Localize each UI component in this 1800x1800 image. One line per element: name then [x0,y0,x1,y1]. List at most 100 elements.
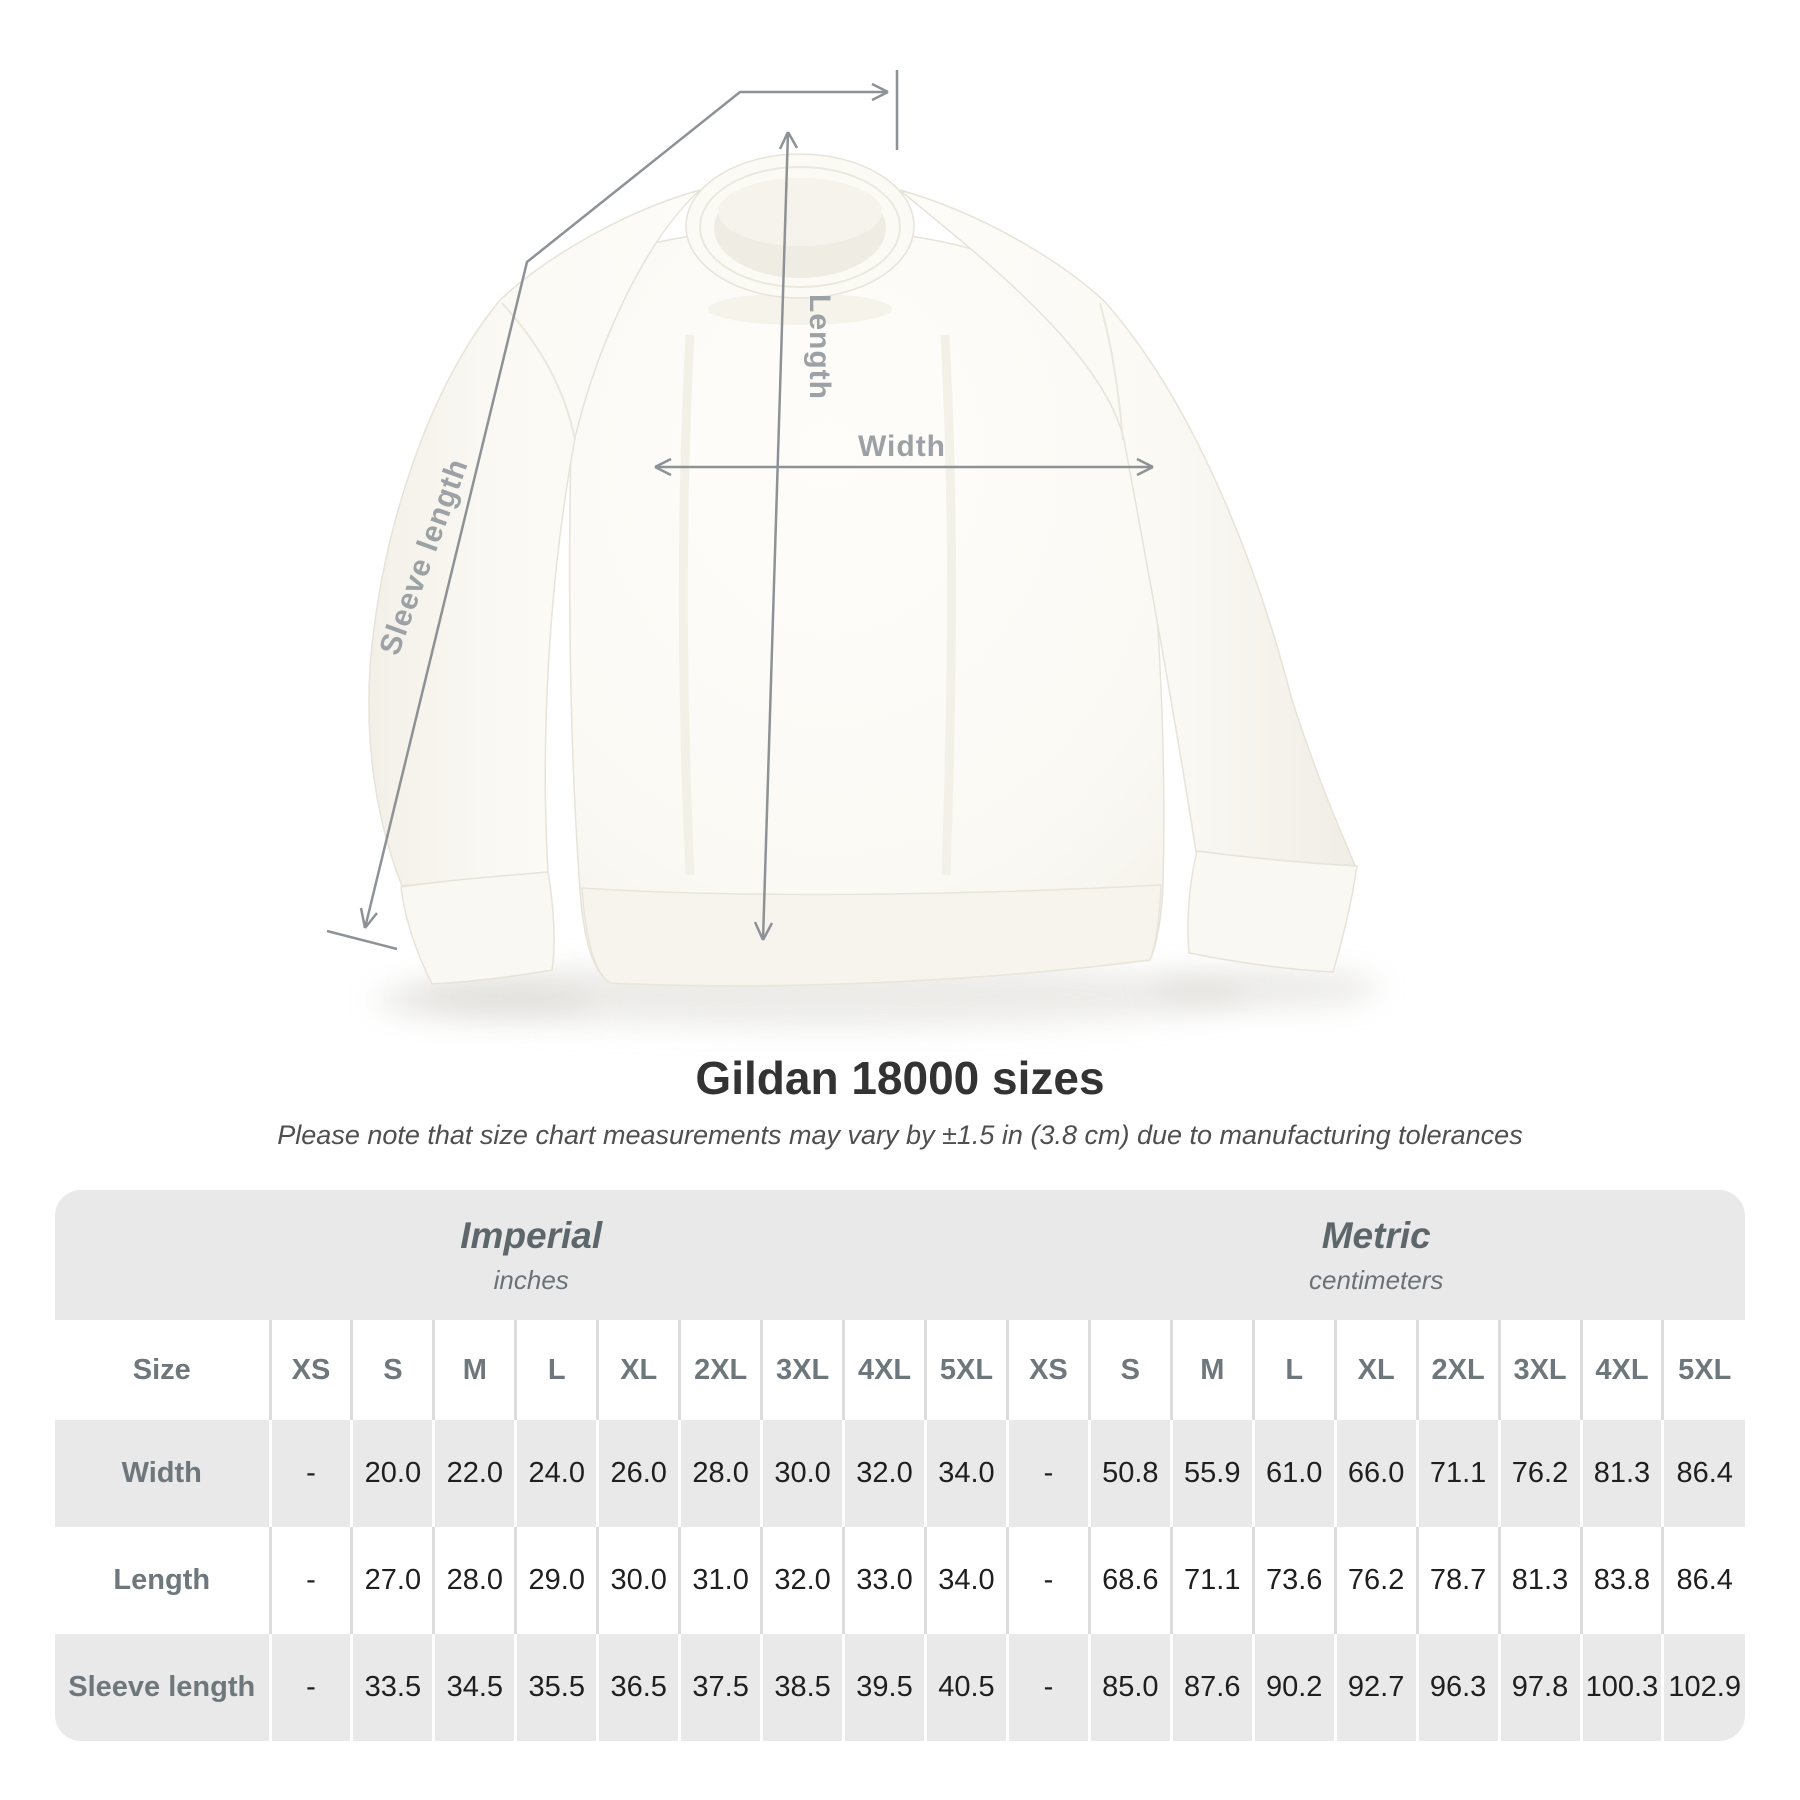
size-col-header: M [432,1320,516,1420]
value-cell: 32.0 [842,1420,926,1527]
metric-group-header: Metric centimeters [1007,1190,1745,1320]
value-cell: 83.8 [1579,1527,1663,1634]
page-subtitle: Please note that size chart measurements… [277,1120,1523,1150]
value-cell: 35.5 [514,1634,598,1741]
sweatshirt-diagram: Length Width Sleeve length [326,70,1380,1027]
value-cell: 34.0 [924,1527,1008,1634]
value-cell: 55.9 [1169,1420,1254,1527]
value-cell: 61.0 [1251,1420,1336,1527]
size-col-header: XL [596,1320,680,1420]
value-cell: - [1005,1634,1090,1741]
row-label: Length [113,1564,211,1596]
table-row: Width -20.0 22.0 24.0 26.0 28.0 30.0 32.0 34.0-5… [55,1420,1745,1527]
value-cell: 102.9 [1661,1634,1745,1741]
size-col-header: 3XL [760,1320,844,1420]
row-label: Sleeve length [68,1671,256,1703]
value-cell: 87.6 [1169,1634,1254,1741]
value-cell: 71.1 [1169,1527,1254,1634]
value-cell: 76.2 [1497,1420,1581,1527]
value-cell: 22.0 [432,1420,516,1527]
length-arrow-bottom [753,921,774,941]
row-label: Width [121,1457,202,1489]
armhole-seams [501,302,1124,441]
length-label: Length [803,294,836,400]
value-cell: 86.4 [1661,1420,1745,1527]
sleeve-line-arrow-bottom [359,907,378,929]
collar-shadow [708,293,892,325]
size-col-header: S [1087,1320,1172,1420]
sleeve-line-arrow-top [871,82,889,102]
value-cell: 50.8 [1087,1420,1172,1527]
size-col-header: L [514,1320,598,1420]
value-cell: 38.5 [760,1634,844,1741]
value-cell: 81.3 [1497,1527,1581,1634]
size-col-header: XS [1005,1320,1090,1420]
sleeve-length-line [363,90,888,929]
value-cell: 68.6 [1087,1527,1172,1634]
value-cell: 86.4 [1661,1527,1745,1634]
imperial-label: Imperial [460,1214,603,1256]
value-cell: 97.8 [1497,1634,1581,1741]
value-cell: 33.0 [842,1527,926,1634]
size-col-header: M [1169,1320,1254,1420]
value-cell: 34.0 [924,1420,1008,1527]
value-cell: 39.5 [842,1634,926,1741]
value-cell: 81.3 [1579,1420,1663,1527]
size-col-header: 4XL [1579,1320,1663,1420]
value-cell: 34.5 [432,1634,516,1741]
value-cell: 32.0 [760,1527,844,1634]
value-cell: - [268,1634,352,1741]
metric-label: Metric [1321,1214,1431,1256]
length-arrow-top [778,131,799,150]
imperial-group-header: Imperial inches [55,1190,1008,1320]
size-col-header: S [350,1320,434,1420]
size-col-header: 2XL [1415,1320,1500,1420]
value-cell: 28.0 [678,1420,762,1527]
unit-header-row: Imperial inches Metric centimeters [55,1190,1745,1320]
value-cell: 37.5 [678,1634,762,1741]
value-cell: 100.3 [1579,1634,1663,1741]
sleeve-line-end-bar-bottom [326,929,398,951]
value-cell: 85.0 [1087,1634,1172,1741]
value-cell: 90.2 [1251,1634,1336,1741]
value-cell: 33.5 [350,1634,434,1741]
value-cell: 28.0 [432,1527,516,1634]
value-cell: 36.5 [596,1634,680,1741]
metric-unit-label: centimeters [1309,1264,1444,1295]
size-header-row: Size XS S M L XL 2XL 3XL 4XL 5XL XS S M L XL 2XL 3XL 4XL 5… [55,1320,1745,1420]
value-cell: 30.0 [760,1420,844,1527]
size-col-header: 2XL [678,1320,762,1420]
table-row: Length -27.0 28.0 29.0 30.0 31.0 32.0 33.0 34.0-… [55,1527,1745,1634]
size-col-header: L [1251,1320,1336,1420]
value-cell: 92.7 [1333,1634,1418,1741]
size-col-header: 4XL [842,1320,926,1420]
value-cell: 30.0 [596,1527,680,1634]
value-cell: 24.0 [514,1420,598,1527]
value-cell: - [1005,1420,1090,1527]
hem-band [581,884,1162,987]
fabric-folds [678,334,957,876]
size-col-header: 3XL [1497,1320,1581,1420]
left-sleeve [368,189,701,887]
value-cell: - [268,1527,352,1634]
right-sleeve [899,189,1358,869]
value-cell: 31.0 [678,1527,762,1634]
width-arrow-right [1136,457,1154,477]
value-cell: 73.6 [1251,1527,1336,1634]
length-line [761,131,790,941]
collar [685,153,915,299]
value-cell: - [1005,1527,1090,1634]
size-col-header: 5XL [924,1320,1008,1420]
page-title: Gildan 18000 sizes [695,1052,1105,1104]
value-cell: 20.0 [350,1420,434,1527]
value-cell: 26.0 [596,1420,680,1527]
width-label: Width [858,430,946,463]
value-cell: 66.0 [1333,1420,1418,1527]
value-cell: 76.2 [1333,1527,1418,1634]
value-cell: 96.3 [1415,1634,1500,1741]
size-col-header: XL [1333,1320,1418,1420]
value-cell: 78.7 [1415,1527,1500,1634]
width-arrow-left [654,457,672,477]
size-col-header: XS [268,1320,352,1420]
